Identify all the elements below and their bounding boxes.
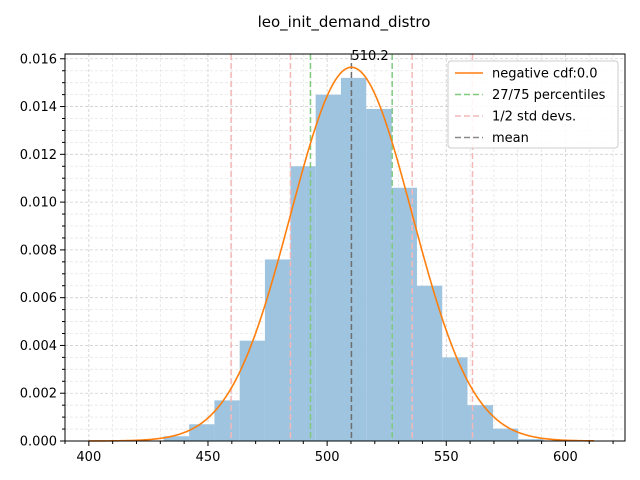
y-tick-label: 0.008 [20, 243, 57, 258]
histogram-bar [416, 285, 443, 441]
plot-frame [64, 53, 626, 442]
legend-label: 1/2 std devs. [492, 110, 576, 125]
histogram-bar [467, 405, 493, 441]
x-tick-label: 550 [434, 450, 459, 465]
pdf-curve-line [88, 66, 595, 442]
y-tick-label: 0.014 [20, 100, 57, 115]
histogram-bar [442, 357, 468, 441]
histogram-bar [340, 77, 367, 441]
pdf-curve [88, 66, 595, 442]
histogram-bar [264, 259, 291, 441]
x-tick-label: 450 [196, 450, 221, 465]
histogram-bar [492, 428, 519, 441]
histogram-bars [138, 77, 544, 441]
x-tick-label: 600 [553, 450, 578, 465]
y-tick-label: 0.000 [20, 435, 57, 450]
histogram-bar [189, 424, 215, 441]
x-tick-label: 400 [76, 450, 101, 465]
x-tick-label: 500 [315, 450, 340, 465]
mean-value-label: 510.2 [351, 49, 388, 64]
histogram-bar [391, 187, 417, 441]
chart-title: leo_init_demand_distro [258, 13, 431, 32]
histogram-bar [290, 166, 316, 441]
legend-box [447, 60, 619, 149]
y-tick-label: 0.010 [20, 196, 57, 211]
histogram-bar [239, 340, 265, 441]
legend: negative cdf:0.0 27/75 percentiles 1/2 std… [447, 60, 619, 149]
y-tick-label: 0.004 [20, 339, 57, 354]
y-tick-label: 0.002 [20, 387, 57, 402]
annotations: 510.2 [351, 49, 388, 64]
histogram-bar [163, 436, 190, 441]
legend-label: 27/75 percentiles [492, 88, 606, 103]
axes: 400 450 500 550 600 0.000 0.002 0.004 0.006 0.008… [20, 52, 614, 465]
legend-label: negative cdf:0.0 [492, 67, 598, 82]
histogram-bar [315, 94, 341, 441]
y-tick-label: 0.016 [20, 52, 57, 67]
histogram-bar [518, 439, 544, 441]
histogram-bar [366, 108, 392, 441]
legend-label: mean [492, 131, 529, 146]
y-tick-label: 0.006 [20, 291, 57, 306]
y-tick-label: 0.012 [20, 148, 57, 163]
